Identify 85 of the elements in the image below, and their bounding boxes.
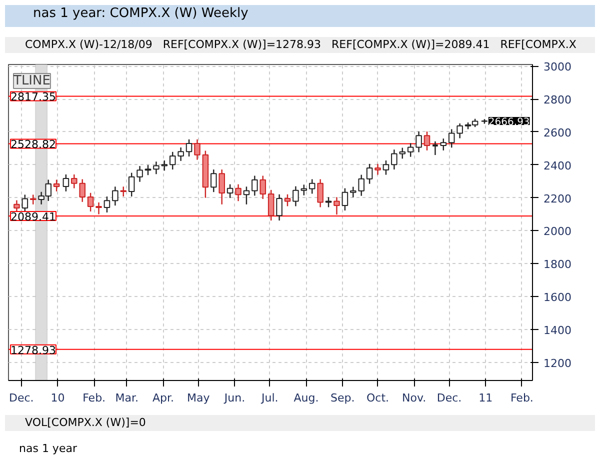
candlestick [96, 202, 102, 215]
ref-line-label: 2528.82 [10, 138, 56, 152]
candlestick [366, 163, 373, 184]
candlestick [128, 172, 135, 198]
candlestick [350, 186, 356, 198]
candlestick [14, 200, 20, 214]
chart-title: nas 1 year: COMPX.X (W) Weekly [33, 5, 248, 23]
candlestick [292, 186, 299, 207]
y-tick-label: 1200 [544, 356, 572, 370]
y-tick-label: 1800 [544, 258, 572, 272]
candlestick [317, 178, 324, 208]
candlestick [30, 194, 36, 205]
candlestick [399, 147, 406, 160]
candlestick [71, 174, 78, 189]
candlestick [325, 196, 332, 208]
x-tick-label: Feb. [510, 392, 534, 404]
x-tick-label: Dec. [436, 392, 462, 404]
candlestick [136, 165, 143, 182]
y-tick-label: 2000 [544, 225, 572, 238]
y-tick-label: 1600 [544, 291, 572, 304]
candlestick [391, 148, 398, 170]
candlestick [308, 178, 316, 194]
y-tick-label: 3000 [544, 60, 572, 74]
x-tick-label: Sep. [330, 392, 355, 404]
candlestick [300, 184, 308, 196]
candlestick [252, 175, 258, 196]
candlestick [260, 175, 266, 200]
candlestick [424, 130, 430, 152]
text: nas 1 year [19, 441, 77, 457]
x-tick-label: May [187, 392, 210, 404]
candlestick [243, 186, 250, 205]
annotation: 2666.93 [488, 116, 530, 128]
x-tick-label: 10 [50, 392, 65, 404]
candlestick [194, 138, 200, 160]
candlestick [284, 194, 291, 207]
candlestick [120, 186, 127, 198]
ref-line-label: 2089.41 [10, 210, 56, 224]
candlestick [169, 151, 176, 170]
candlestick [53, 179, 60, 192]
y-tick-label: 2400 [544, 159, 572, 172]
candlestick [235, 184, 242, 202]
ref-line-label: 2817.35 [10, 90, 56, 104]
candlestick [456, 122, 463, 139]
x-tick-label: Dec. [9, 392, 34, 404]
x-tick-label: Aug. [294, 392, 319, 404]
x-tick-label: Apr. [152, 392, 174, 404]
y-tick-label: 2200 [544, 192, 572, 206]
candlestick [104, 196, 110, 214]
candlestick [186, 138, 192, 158]
candlestick [218, 168, 225, 205]
y-tick-label: 2600 [544, 126, 572, 140]
candlestick [210, 168, 217, 193]
y-tick-label: 2800 [544, 94, 572, 107]
candlestick [79, 178, 86, 203]
candlestick [268, 189, 274, 222]
ref-line-label: 1278.93 [10, 344, 56, 357]
candlestick [62, 174, 70, 192]
candlestick [382, 160, 390, 176]
candlestick [161, 160, 168, 172]
x-tick-label: Jun. [223, 392, 246, 404]
candlestick [342, 188, 348, 212]
x-tick-label: Jul. [260, 392, 278, 404]
candlestick [448, 128, 455, 148]
candlestick [226, 184, 234, 199]
x-tick-label: Feb. [82, 392, 106, 404]
text: COMPX.X (W)-12/18/09 REF[COMPX.X (W)]=1278.93 REF[COMPX.X (W)]=2089.41 REF[COMPX.X [25, 38, 576, 51]
x-tick-label: Nov. [402, 392, 426, 404]
y-tick-label: 1400 [544, 324, 572, 337]
candlestick [416, 130, 422, 153]
candlestick [374, 163, 381, 176]
candlestick [178, 146, 184, 162]
candlestick [144, 164, 152, 176]
candlestick [112, 186, 118, 206]
candlestick [407, 142, 414, 158]
candlestick [153, 161, 160, 175]
candlestick [358, 174, 364, 196]
x-tick-label: Mar. [115, 392, 139, 404]
x-tick-label: Oct. [366, 392, 390, 404]
text: VOL[COMPX.X (W)]=0 [25, 415, 146, 431]
candlestick [87, 192, 94, 212]
candlestick [276, 194, 282, 222]
candlestick [432, 140, 439, 156]
candlestick [334, 196, 340, 216]
candlestick [440, 138, 447, 152]
x-tick-label: 11 [478, 392, 493, 404]
